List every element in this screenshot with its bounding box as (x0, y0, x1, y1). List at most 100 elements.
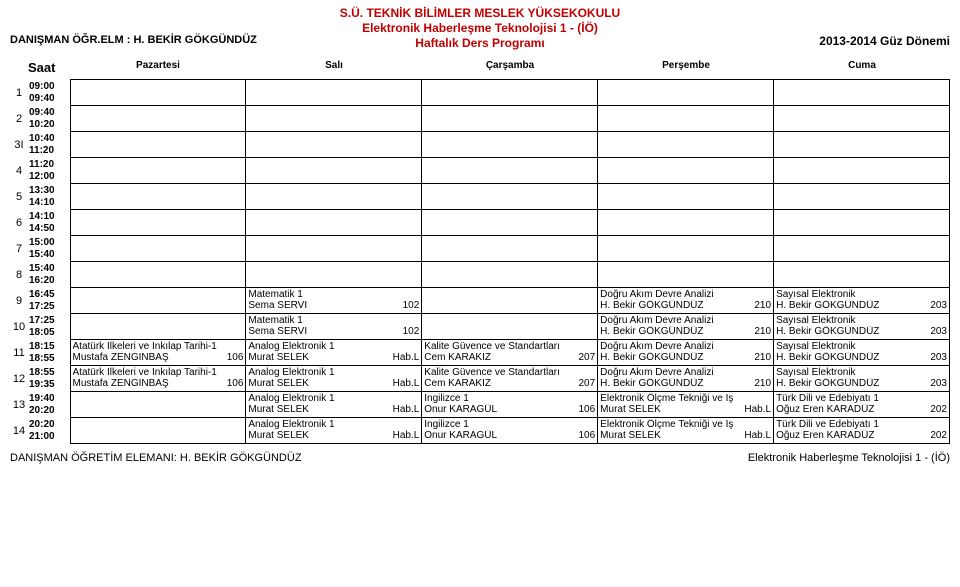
course-name: Matematik 1 (248, 315, 419, 326)
instructor-name: H. Bekir GÖKGÜNDÜZ (600, 378, 703, 389)
instructor-name: H. Bekir GÖKGÜNDÜZ (776, 352, 879, 363)
timetable-cell (70, 132, 246, 158)
course-meta: Murat SELEKHab.L (248, 378, 419, 389)
table-row: 1017:2518:05Matematik 1Sema SERVİ102Doğr… (10, 314, 950, 340)
time-end: 12:00 (29, 171, 69, 183)
instructor-name: H. Bekir GÖKGÜNDÜZ (600, 352, 703, 363)
course-meta: H. Bekir GÖKGÜNDÜZ203 (776, 378, 947, 389)
timetable-cell: Sayısal ElektronikH. Bekir GÖKGÜNDÜZ203 (774, 314, 950, 340)
time-start: 09:40 (29, 107, 69, 119)
course-meta: Cem KARAKIZ207 (424, 378, 595, 389)
course-name: Analog Elektronik 1 (248, 419, 419, 430)
timetable-cell (246, 236, 422, 262)
timetable-cell (598, 184, 774, 210)
timetable-cell (70, 184, 246, 210)
room-code: 203 (926, 300, 947, 311)
time-start: 18:15 (29, 341, 69, 353)
course-meta: H. Bekir GÖKGÜNDÜZ 203 (776, 352, 947, 363)
instructor-name: Murat SELEK (600, 430, 661, 441)
timetable-cell (774, 236, 950, 262)
time-end: 10:20 (29, 119, 69, 131)
instructor-name: Murat SELEK (248, 378, 309, 389)
time-start: 10:40 (29, 133, 69, 145)
day-header-tue: Salı (246, 60, 422, 76)
room-code: 203 (926, 352, 947, 363)
timetable-cell (70, 80, 246, 106)
time-start: 11:20 (29, 159, 69, 171)
timetable-cell: Sayısal ElektronikH. Bekir GÖKGÜNDÜZ203 (774, 288, 950, 314)
table-row: 916:4517:25Matematik 1Sema SERVİ102Doğru… (10, 288, 950, 314)
timetable-cell (70, 106, 246, 132)
room-code: Hab.L (389, 430, 420, 441)
table-row: 209:4010:20 (10, 106, 950, 132)
period-time: 18:1518:55 (28, 340, 70, 366)
timetable: 109:0009:40209:4010:203I10:4011:20411:20… (10, 79, 950, 444)
table-row: 715:0015:40 (10, 236, 950, 262)
course-meta: Oğuz Eren KARADÜZ202 (776, 430, 947, 441)
timetable-cell: İngilizce 1Onur KARAGÜL106 (422, 418, 598, 444)
timetable-cell (422, 288, 598, 314)
course-name: Türk Dili ve Edebiyatı 1 (776, 393, 947, 404)
timetable-cell (774, 210, 950, 236)
time-start: 20:20 (29, 419, 69, 431)
time-start: 13:30 (29, 185, 69, 197)
room-code: 106 (574, 430, 595, 441)
instructor-name: Oğuz Eren KARADÜZ (776, 404, 874, 415)
period-time: 11:2012:00 (28, 158, 70, 184)
course-meta: Mustafa ZENGİNBAŞ106 (73, 378, 244, 389)
room-code: 203 (926, 326, 947, 337)
course-name: Analog Elektronik 1 (248, 367, 419, 378)
room-code: 203 (926, 378, 947, 389)
timetable-cell (422, 80, 598, 106)
time-start: 18:55 (29, 367, 69, 379)
day-header-mon: Pazartesi (70, 60, 246, 76)
period-time: 20:2021:00 (28, 418, 70, 444)
time-start: 17:25 (29, 315, 69, 327)
course-meta: H. Bekir GÖKGÜNDÜZ210 (600, 300, 771, 311)
instructor-name: Murat SELEK (248, 352, 309, 363)
period-time: 14:1014:50 (28, 210, 70, 236)
table-row: 1319:4020:20Analog Elektronik 1Murat SEL… (10, 392, 950, 418)
course-meta: Onur KARAGÜL106 (424, 404, 595, 415)
room-code: 210 (750, 352, 771, 363)
course-name: Doğru Akım Devre Analizi (600, 367, 771, 378)
time-start: 16:45 (29, 289, 69, 301)
day-header-wed: Çarşamba (422, 60, 598, 76)
timetable-cell (246, 184, 422, 210)
table-row: 1420:2021:00Analog Elektronik 1Murat SEL… (10, 418, 950, 444)
timetable-cell (422, 106, 598, 132)
day-header-fri: Cuma (774, 60, 950, 76)
timetable-cell: Doğru Akım Devre AnaliziH. Bekir GÖKGÜND… (598, 314, 774, 340)
room-code: 102 (399, 326, 420, 337)
course-meta: Sema SERVİ102 (248, 300, 419, 311)
page-header: S.Ü. TEKNİK BİLİMLER MESLEK YÜKSEKOKULU … (10, 6, 950, 54)
timetable-cell (598, 132, 774, 158)
time-start: 15:40 (29, 263, 69, 275)
timetable-cell: Sayısal ElektronikH. Bekir GÖKGÜNDÜZ203 (774, 340, 950, 366)
timetable-cell: Analog Elektronik 1Murat SELEKHab.L (246, 392, 422, 418)
instructor-name: Murat SELEK (600, 404, 661, 415)
footer-advisor: DANIŞMAN ÖĞRETİM ELEMANI: H. BEKİR GÖKGÜ… (10, 452, 302, 464)
room-code: 210 (750, 300, 771, 311)
course-name: Analog Elektronik 1 (248, 393, 419, 404)
timetable-cell: Atatürk İlkeleri ve İnkılap Tarihi-1Must… (70, 366, 246, 392)
room-code: 202 (926, 404, 947, 415)
timetable-cell (598, 262, 774, 288)
term-label: 2013-2014 Güz Dönemi (819, 34, 950, 48)
room-code: Hab.L (740, 430, 771, 441)
timetable-cell: Doğru Akım Devre AnaliziH. Bekir GÖKGÜND… (598, 340, 774, 366)
period-time: 15:4016:20 (28, 262, 70, 288)
timetable-cell: Sayısal ElektronikH. Bekir GÖKGÜNDÜZ203 (774, 366, 950, 392)
timetable-cell: Türk Dili ve Edebiyatı 1Oğuz Eren KARADÜ… (774, 418, 950, 444)
day-header-thu: Perşembe (598, 60, 774, 76)
time-end: 15:40 (29, 249, 69, 261)
course-meta: H. Bekir GÖKGÜNDÜZ203 (776, 326, 947, 337)
course-meta: Murat SELEK Hab.L (600, 430, 771, 441)
room-code: Hab.L (389, 404, 420, 415)
time-end: 11:20 (29, 145, 69, 157)
room-code: 207 (574, 378, 595, 389)
time-end: 21:00 (29, 431, 69, 443)
course-meta: Oğuz Eren KARADÜZ 202 (776, 404, 947, 415)
room-code: 202 (926, 430, 947, 441)
timetable-cell: Türk Dili ve Edebiyatı 1Oğuz Eren KARADÜ… (774, 392, 950, 418)
